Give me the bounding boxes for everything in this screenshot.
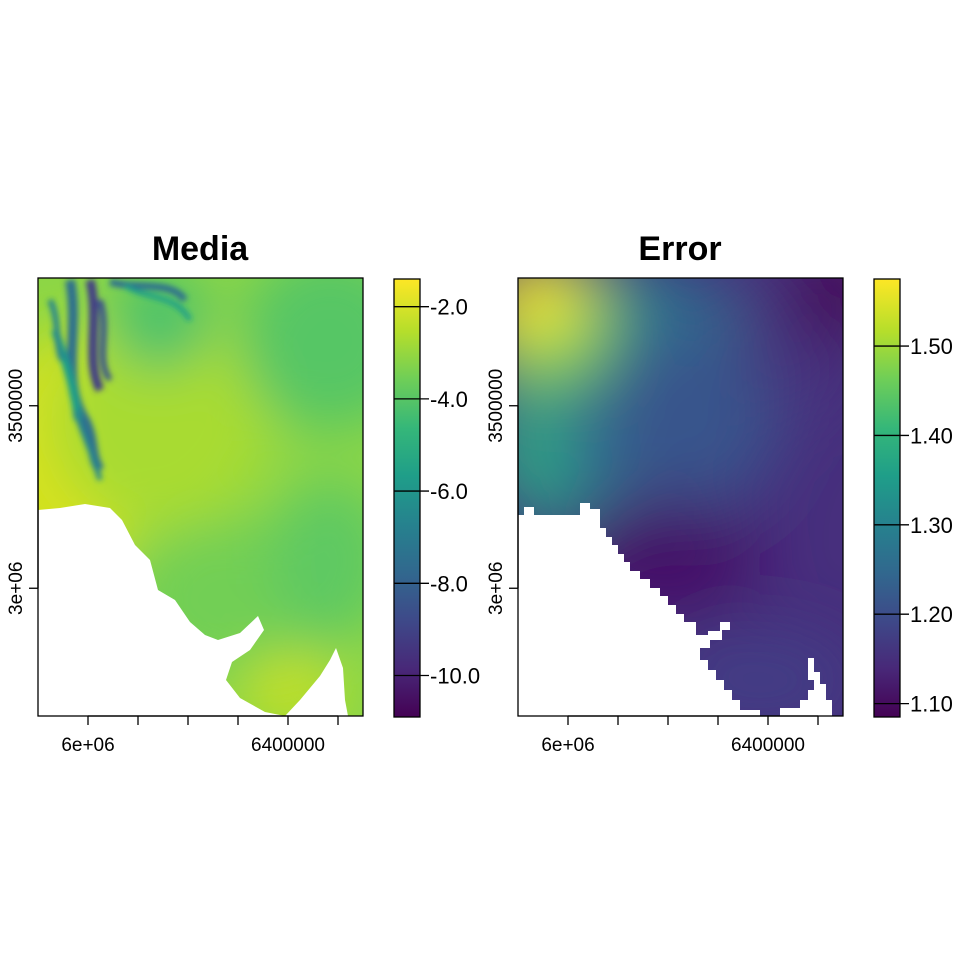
colorbar-tick-label: 1.20 — [910, 602, 953, 627]
colorbar-ticks-media: -2.0 -4.0 -6.0 -8.0 -10.0 — [394, 295, 480, 689]
axes-media: 6e+06 6400000 3e+06 3500000 — [6, 369, 339, 756]
axes-error: 6e+06 6400000 3e+06 3500000 — [486, 369, 819, 756]
colorbar-ticks-error: 1.10 1.20 1.30 1.40 1.50 — [874, 334, 953, 717]
chart-title: Media — [152, 230, 249, 268]
x-tick-label: 6e+06 — [541, 735, 594, 756]
panel-media: Media — [6, 230, 480, 756]
colorbar-tick-label: -2.0 — [430, 295, 468, 320]
x-tick-label: 6400000 — [731, 735, 805, 756]
y-tick-label: 3e+06 — [6, 562, 27, 615]
raster-media — [38, 278, 363, 716]
y-tick-label: 3e+06 — [486, 562, 507, 615]
x-tick-label: 6400000 — [251, 735, 325, 756]
y-tick-label: 3500000 — [6, 369, 27, 443]
colorbar-tick-label: 1.40 — [910, 423, 953, 448]
raster-error — [518, 278, 843, 716]
x-tick-label: 6e+06 — [61, 735, 114, 756]
colorbar-tick-label: 1.30 — [910, 513, 953, 538]
colorbar-tick-label: -10.0 — [430, 664, 480, 689]
colorbar-tick-label: -8.0 — [430, 571, 468, 596]
chart-title: Error — [638, 230, 721, 268]
colorbar-media — [393, 278, 421, 718]
colorbar-error — [873, 278, 901, 718]
colorbar-tick-label: 1.50 — [910, 334, 953, 359]
colorbar-tick-label: -6.0 — [430, 479, 468, 504]
colorbar-tick-label: 1.10 — [910, 692, 953, 717]
y-tick-label: 3500000 — [486, 369, 507, 443]
colorbar-tick-label: -4.0 — [430, 387, 468, 412]
